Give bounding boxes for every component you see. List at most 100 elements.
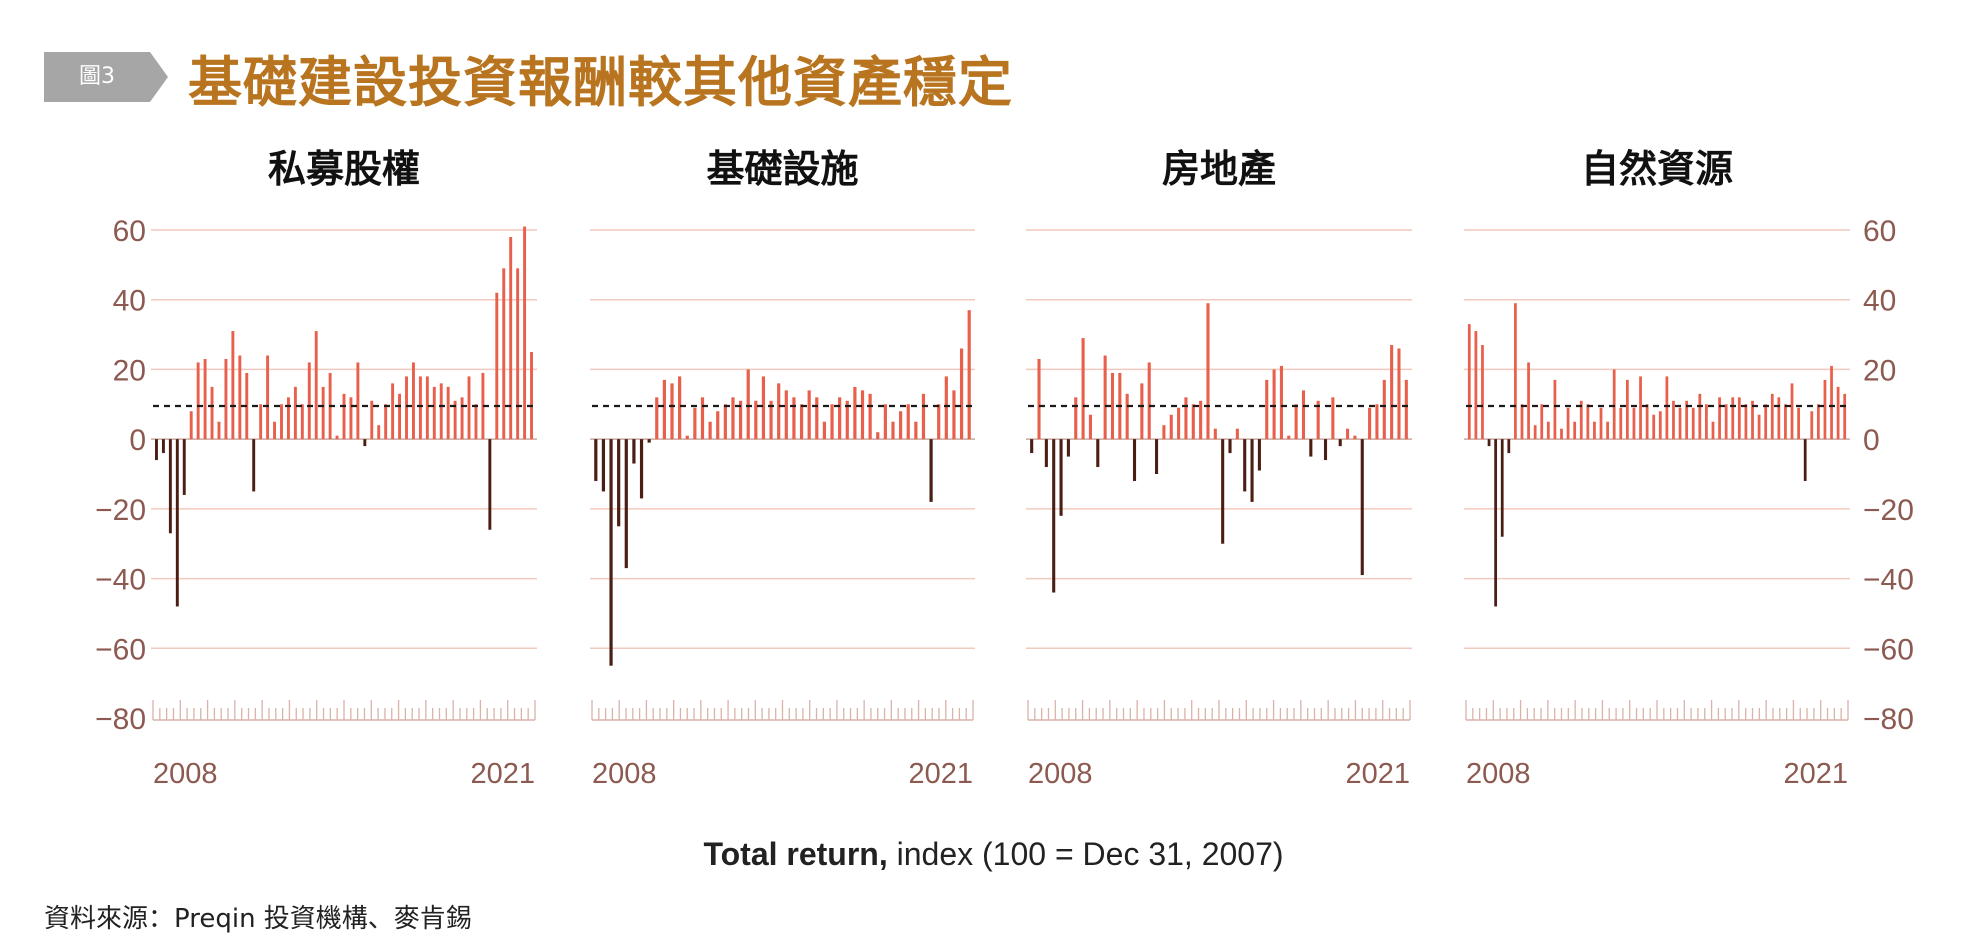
bar bbox=[1044, 439, 1048, 468]
y-tick-label: −20 bbox=[95, 494, 146, 527]
bar bbox=[1155, 439, 1159, 474]
bar bbox=[1823, 379, 1827, 440]
bar bbox=[1711, 421, 1715, 440]
x-tick-label: 2021 bbox=[1345, 758, 1410, 790]
bar bbox=[446, 386, 450, 440]
bar bbox=[792, 397, 796, 440]
bar bbox=[754, 400, 758, 440]
bar bbox=[1718, 397, 1721, 440]
y-tick-label: −40 bbox=[1863, 564, 1914, 597]
bar bbox=[1390, 345, 1394, 440]
x-tick-label: 2008 bbox=[1466, 758, 1531, 790]
bar bbox=[168, 439, 172, 534]
bar bbox=[1309, 439, 1313, 457]
bar bbox=[391, 383, 395, 440]
chart-panel-2: 基礎設施 2008 2021 bbox=[590, 147, 975, 790]
bar bbox=[516, 268, 520, 440]
bar bbox=[1162, 425, 1166, 440]
bar bbox=[1744, 404, 1748, 440]
caption-bold: Total return, bbox=[703, 836, 888, 872]
bar bbox=[1691, 407, 1695, 440]
y-tick-label: 60 bbox=[1863, 215, 1896, 248]
bar bbox=[716, 411, 720, 440]
bar bbox=[1705, 404, 1708, 440]
x-tick-label: 2021 bbox=[1783, 758, 1848, 790]
bar bbox=[210, 386, 214, 440]
x-axis-ticks bbox=[1465, 700, 1849, 720]
bar bbox=[914, 421, 918, 440]
bar bbox=[1037, 358, 1041, 440]
bar bbox=[1294, 404, 1298, 440]
y-tick-label: −80 bbox=[1863, 703, 1914, 736]
x-tick-label: 2021 bbox=[470, 758, 535, 790]
bar bbox=[746, 369, 750, 440]
figure-tag-label: 圖3 bbox=[79, 64, 115, 89]
bar bbox=[1533, 425, 1537, 440]
bar bbox=[1287, 435, 1291, 440]
bar bbox=[1500, 439, 1504, 537]
bar bbox=[1803, 439, 1807, 481]
y-tick-label: −20 bbox=[1863, 494, 1914, 527]
bar bbox=[1169, 414, 1173, 440]
bar bbox=[937, 404, 941, 440]
bar bbox=[370, 400, 374, 440]
bar bbox=[655, 397, 659, 440]
bar bbox=[1625, 379, 1629, 440]
bar bbox=[693, 407, 697, 440]
bar bbox=[1132, 439, 1137, 481]
bar bbox=[601, 439, 606, 492]
caption-rest: index (100 = Dec 31, 2007) bbox=[887, 836, 1284, 872]
bar bbox=[1665, 376, 1669, 440]
bar bbox=[1487, 439, 1491, 447]
bar bbox=[1816, 404, 1820, 440]
bar bbox=[1830, 365, 1833, 440]
bar bbox=[196, 362, 200, 440]
bar bbox=[502, 268, 506, 440]
bar bbox=[1066, 439, 1070, 457]
bar bbox=[799, 404, 804, 440]
bar bbox=[1685, 400, 1689, 440]
bar bbox=[1784, 404, 1787, 440]
bar bbox=[1147, 362, 1151, 440]
bar bbox=[488, 439, 492, 530]
chart-panel-4: 自然資源 2008 2021 60 40 20 0 −20 −40 −60 −80 bbox=[1464, 147, 1914, 790]
figure-title: 基礎建設投資報酬較其他資產穩定 bbox=[188, 50, 1013, 114]
bar bbox=[342, 393, 346, 440]
bar bbox=[238, 355, 242, 440]
y-tick-label: −40 bbox=[95, 564, 146, 597]
chart-panel-1: 私募股權 2008 2021 60 40 20 0 −20 −40 −60 −80 bbox=[95, 147, 537, 790]
bar bbox=[1191, 404, 1195, 440]
bar bbox=[1527, 362, 1530, 440]
bar bbox=[883, 404, 887, 440]
bar bbox=[293, 386, 297, 440]
y-tick-label: −60 bbox=[1863, 633, 1914, 666]
bar bbox=[363, 439, 367, 447]
bar bbox=[1382, 379, 1386, 440]
bar bbox=[1810, 411, 1814, 440]
bar bbox=[1579, 400, 1583, 440]
bar bbox=[594, 439, 598, 481]
bar bbox=[377, 425, 381, 440]
bar bbox=[860, 390, 865, 440]
bar bbox=[259, 404, 263, 440]
bar bbox=[1052, 439, 1056, 593]
bar bbox=[398, 393, 402, 440]
bar bbox=[1213, 428, 1217, 440]
bar bbox=[609, 439, 613, 666]
bar bbox=[891, 421, 895, 440]
bar bbox=[670, 383, 674, 440]
bar bbox=[1206, 303, 1210, 440]
bar bbox=[1228, 439, 1232, 454]
bar bbox=[1257, 439, 1261, 471]
y-tick-label: 20 bbox=[113, 354, 146, 387]
bar bbox=[1737, 397, 1741, 440]
bar bbox=[1184, 397, 1188, 440]
bar bbox=[384, 404, 388, 440]
bar bbox=[286, 397, 290, 440]
bar bbox=[1757, 414, 1761, 440]
panel-title: 私募股權 bbox=[268, 147, 420, 191]
bar bbox=[1331, 397, 1335, 440]
bar bbox=[1566, 407, 1570, 440]
bar bbox=[175, 439, 179, 607]
bar bbox=[1481, 345, 1484, 440]
